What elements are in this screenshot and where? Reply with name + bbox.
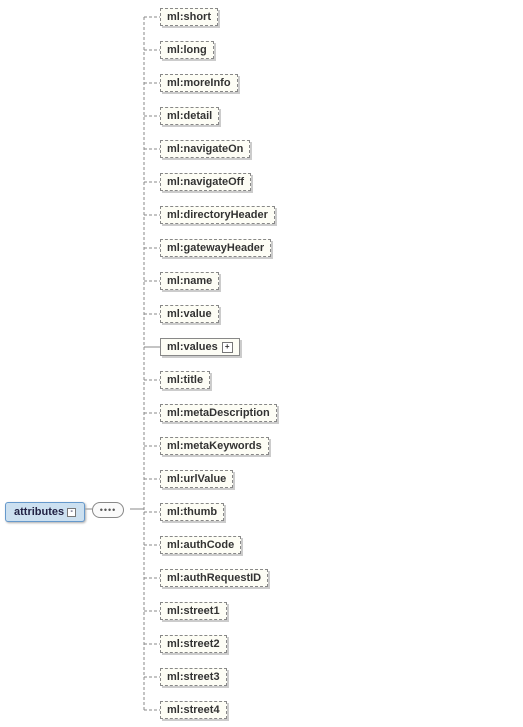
node-label: ml:authCode xyxy=(167,539,234,551)
node-label: ml:navigateOff xyxy=(167,176,244,188)
schema-node[interactable]: ml:authCode xyxy=(160,536,241,554)
connector-lines xyxy=(0,0,523,727)
schema-node[interactable]: ml:authRequestID xyxy=(160,569,268,587)
node-label: ml:value xyxy=(167,308,212,320)
schema-node[interactable]: ml:value xyxy=(160,305,219,323)
schema-node[interactable]: ml:detail xyxy=(160,107,219,125)
schema-node[interactable]: ml:metaKeywords xyxy=(160,437,269,455)
schema-node[interactable]: ml:street2 xyxy=(160,635,227,653)
schema-node[interactable]: ml:navigateOn xyxy=(160,140,250,158)
node-label: ml:metaKeywords xyxy=(167,440,262,452)
schema-node[interactable]: ml:directoryHeader xyxy=(160,206,275,224)
schema-node[interactable]: ml:street1 xyxy=(160,602,227,620)
node-label: ml:authRequestID xyxy=(167,572,261,584)
schema-node[interactable]: ml:values + xyxy=(160,338,240,356)
node-label: ml:street2 xyxy=(167,638,220,650)
schema-node[interactable]: ml:street4 xyxy=(160,701,227,719)
node-label: ml:long xyxy=(167,44,207,56)
node-label: ml:moreInfo xyxy=(167,77,231,89)
node-label: ml:thumb xyxy=(167,506,217,518)
node-label: ml:navigateOn xyxy=(167,143,243,155)
schema-node[interactable]: ml:thumb xyxy=(160,503,224,521)
node-label: ml:directoryHeader xyxy=(167,209,268,221)
schema-node[interactable]: ml:gatewayHeader xyxy=(160,239,271,257)
node-label: ml:urlValue xyxy=(167,473,226,485)
node-label: ml:short xyxy=(167,11,211,23)
node-label: ml:gatewayHeader xyxy=(167,242,264,254)
node-label: ml:metaDescription xyxy=(167,407,270,419)
expand-icon: - xyxy=(67,508,76,517)
node-label: ml:detail xyxy=(167,110,212,122)
schema-node[interactable]: ml:name xyxy=(160,272,219,290)
schema-node[interactable]: ml:long xyxy=(160,41,214,59)
node-label: ml:name xyxy=(167,275,212,287)
schema-node[interactable]: ml:title xyxy=(160,371,210,389)
node-label: ml:street1 xyxy=(167,605,220,617)
schema-node[interactable]: ml:urlValue xyxy=(160,470,233,488)
root-label: attributes xyxy=(14,506,64,518)
schema-node[interactable]: ml:moreInfo xyxy=(160,74,238,92)
node-label: ml:title xyxy=(167,374,203,386)
schema-node[interactable]: ml:navigateOff xyxy=(160,173,251,191)
schema-node[interactable]: ml:short xyxy=(160,8,218,26)
node-label: ml:street4 xyxy=(167,704,220,716)
schema-node[interactable]: ml:metaDescription xyxy=(160,404,277,422)
expand-icon[interactable]: + xyxy=(222,342,233,353)
root-node[interactable]: attributes- xyxy=(5,502,85,522)
node-label: ml:street3 xyxy=(167,671,220,683)
node-label: ml:values xyxy=(167,341,218,353)
sequence-connector: •••• xyxy=(92,502,124,518)
schema-node[interactable]: ml:street3 xyxy=(160,668,227,686)
